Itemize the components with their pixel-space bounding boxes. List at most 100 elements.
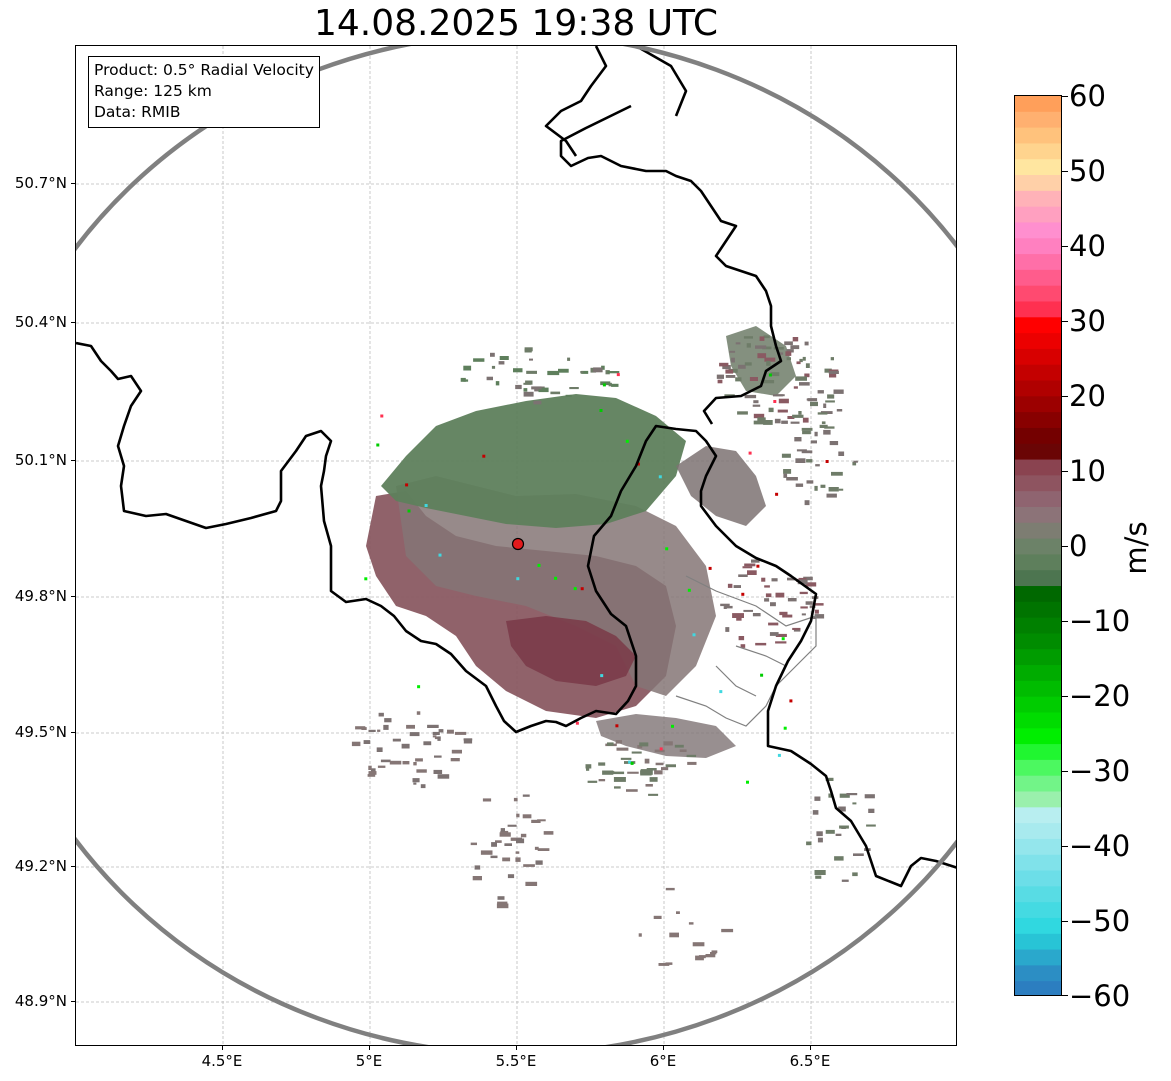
echo-speckle — [558, 368, 569, 373]
lon-tick-5: 5°E — [355, 1052, 383, 1070]
colorbar-segment — [1015, 854, 1061, 872]
colorbar-segment — [1015, 696, 1061, 714]
radar-map[interactable] — [75, 45, 957, 1046]
echo-speckle — [376, 747, 383, 752]
lat-tick-50-4: 50.4°N — [14, 313, 67, 331]
echo-speckle — [567, 357, 571, 361]
echo-speckle — [768, 407, 774, 413]
echo-speckle — [482, 798, 492, 802]
echo-speckle — [513, 797, 518, 802]
echo-speckle — [661, 767, 669, 771]
echo-accent — [768, 373, 772, 377]
echo-speckle — [585, 764, 592, 769]
echo-speckle — [793, 629, 801, 632]
echo-speckle — [654, 749, 665, 753]
echo-accent — [625, 439, 629, 443]
echo-speckle — [654, 770, 663, 775]
echo-speckle — [769, 632, 779, 636]
echo-speckle — [434, 755, 442, 758]
colorbar-segment — [1015, 96, 1061, 113]
colorbar-segment — [1015, 933, 1061, 951]
echo-speckle — [602, 770, 614, 775]
echo-accent — [756, 564, 760, 568]
echo-speckle — [645, 784, 653, 787]
colorbar-unit-label: m/s — [1119, 521, 1153, 575]
echo-speckle — [775, 633, 787, 637]
echo-speckle — [813, 603, 824, 606]
echo-speckle — [743, 609, 753, 612]
echo-speckle — [812, 616, 817, 619]
echo-accent — [516, 577, 520, 581]
echo-speckle — [799, 358, 803, 363]
echo-speckle — [620, 757, 632, 760]
echo-mass-grey — [396, 476, 716, 696]
colorbar-segment — [1015, 680, 1061, 698]
echo-speckle — [853, 853, 864, 856]
echo-speckle — [800, 606, 808, 609]
echo-speckle — [790, 345, 800, 350]
echo-accent — [600, 674, 604, 678]
echo-speckle — [437, 736, 441, 741]
echo-speckle — [833, 389, 844, 394]
echo-speckle — [868, 808, 875, 813]
echo-speckle — [607, 742, 614, 746]
echo-speckle — [355, 726, 366, 730]
echo-accent — [708, 566, 712, 570]
echo-accent — [537, 563, 541, 567]
colorbar-segment — [1015, 459, 1061, 476]
colorbar-tick: 10 — [1069, 454, 1106, 488]
echo-speckle — [773, 347, 784, 350]
echo-speckle — [658, 963, 670, 966]
colorbar-segment — [1015, 491, 1061, 508]
echo-speckle — [792, 414, 804, 418]
echo-accent — [760, 673, 764, 677]
echo-speckle — [416, 711, 421, 715]
colorbar-tick-mark — [1062, 546, 1068, 547]
echo-speckle — [729, 350, 736, 353]
echo-speckle — [719, 362, 729, 367]
echo-speckle — [389, 760, 402, 765]
echo-core-outbound — [506, 616, 636, 686]
echo-speckle — [839, 793, 850, 798]
colorbar-segment — [1015, 902, 1061, 919]
echo-speckle — [535, 860, 543, 865]
echo-speckle — [474, 865, 481, 870]
colorbar-segment — [1015, 190, 1061, 208]
echo-speckle — [520, 833, 527, 838]
echo-speckle — [515, 857, 521, 862]
echo-accent — [659, 747, 663, 751]
lat-tick-mark — [71, 183, 75, 184]
echo-speckle — [626, 789, 638, 792]
echo-speckle — [792, 627, 801, 630]
echo-speckle — [507, 874, 515, 879]
echo-speckle — [377, 765, 386, 768]
echo-speckle — [515, 384, 522, 390]
lat-tick-mark — [71, 1001, 75, 1002]
echo-speckle — [550, 391, 561, 395]
echo-speckle — [491, 365, 496, 369]
echo-speckle — [523, 388, 528, 392]
colorbar-segment — [1015, 333, 1061, 350]
echo-speckle — [827, 394, 835, 399]
echo-speckle — [775, 641, 787, 644]
echo-speckle — [368, 765, 372, 770]
echo-speckle — [415, 758, 423, 762]
echo-speckle — [825, 400, 835, 403]
echo-speckle — [757, 353, 767, 359]
colorbar-tick-mark — [1062, 771, 1068, 772]
echo-speckle — [799, 591, 808, 595]
info-product: Product: 0.5° Radial Velocity — [94, 61, 314, 79]
colorbar-tick-mark — [1062, 396, 1068, 397]
echo-speckle — [853, 460, 858, 463]
echo-speckle — [805, 582, 817, 587]
echo-speckle — [831, 471, 843, 476]
lon-tick-mark — [222, 1046, 223, 1050]
colorbar-tick: −20 — [1069, 679, 1131, 713]
echo-speckle — [738, 636, 745, 641]
map-title: 14.08.2025 19:38 UTC — [313, 3, 719, 44]
echo-speckle — [416, 769, 427, 773]
echo-speckle — [600, 381, 611, 386]
echo-speckle — [423, 741, 432, 746]
echo-speckle — [412, 778, 420, 783]
echo-speckle — [835, 833, 842, 836]
